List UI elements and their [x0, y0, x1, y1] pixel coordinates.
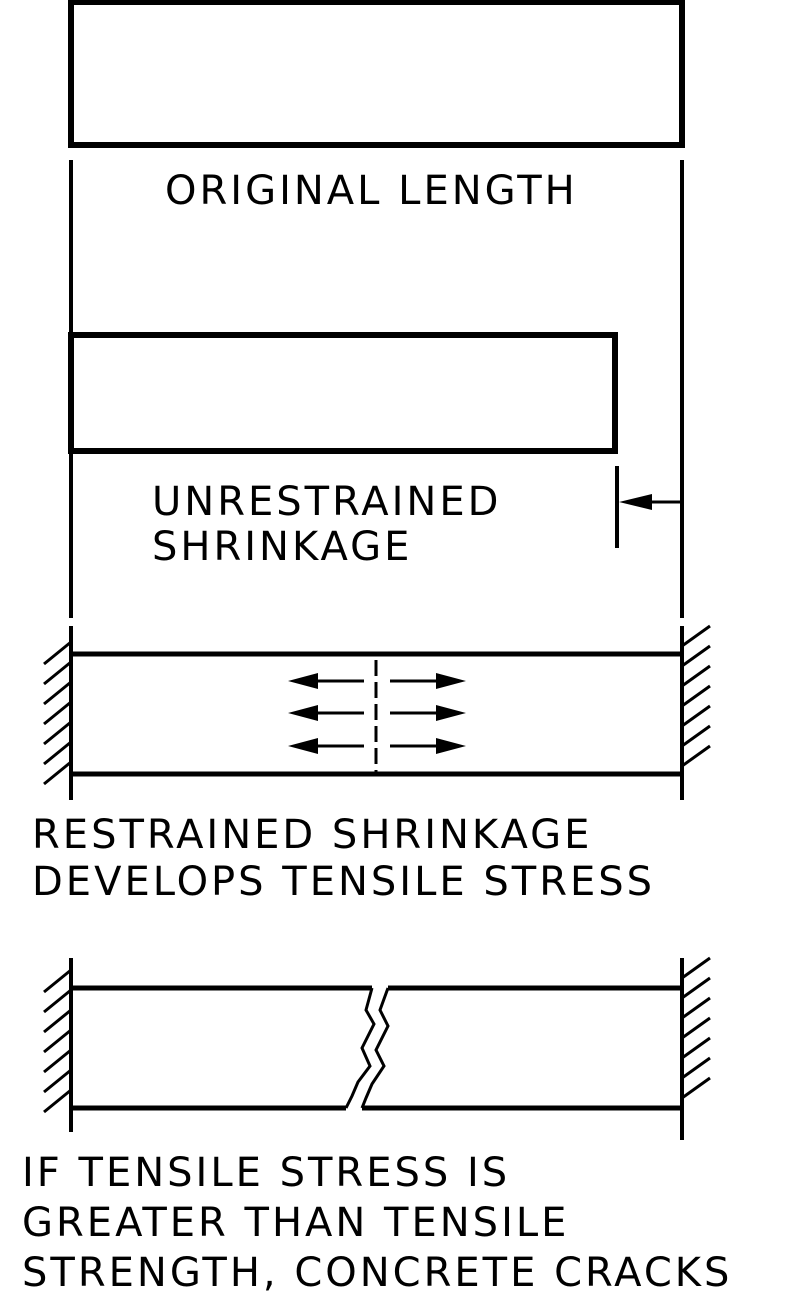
right-wall-support: [680, 624, 711, 800]
crack-label-line2: GREATER THAN TENSILE: [22, 1200, 569, 1246]
original-length-bar: [68, 0, 685, 148]
crack-label-line1: IF TENSILE STRESS IS: [22, 1150, 510, 1196]
restrained-label-line1: RESTRAINED SHRINKAGE: [32, 812, 592, 858]
left-wall-support-cracked: [43, 958, 73, 1132]
tensile-stress-arrows: [288, 673, 466, 754]
crack-label-line3: STRENGTH, CONCRETE CRACKS: [22, 1250, 732, 1296]
shrinkage-arrow: [619, 494, 682, 510]
restrained-label-line2: DEVELOPS TENSILE STRESS: [32, 859, 655, 905]
unrestrained-label-line2: SHRINKAGE: [152, 524, 412, 570]
right-wall-support-cracked: [680, 956, 711, 1140]
unrestrained-label-line1: UNRESTRAINED: [152, 479, 501, 525]
left-wall-support: [43, 626, 73, 800]
unrestrained-shrinkage-bar: [68, 332, 618, 454]
cracked-bar-right-segment: [360, 985, 682, 1111]
cracked-bar-left-segment: [71, 985, 376, 1111]
original-length-label: ORIGINAL LENGTH: [165, 168, 578, 214]
